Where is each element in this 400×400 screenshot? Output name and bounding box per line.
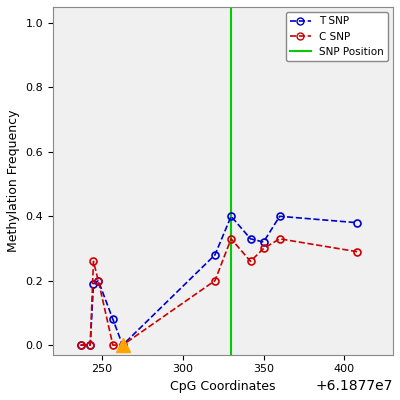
X-axis label: CpG Coordinates: CpG Coordinates	[170, 380, 276, 393]
Legend: T SNP, C SNP, SNP Position: T SNP, C SNP, SNP Position	[286, 12, 388, 61]
Y-axis label: Methylation Frequency: Methylation Frequency	[7, 110, 20, 252]
